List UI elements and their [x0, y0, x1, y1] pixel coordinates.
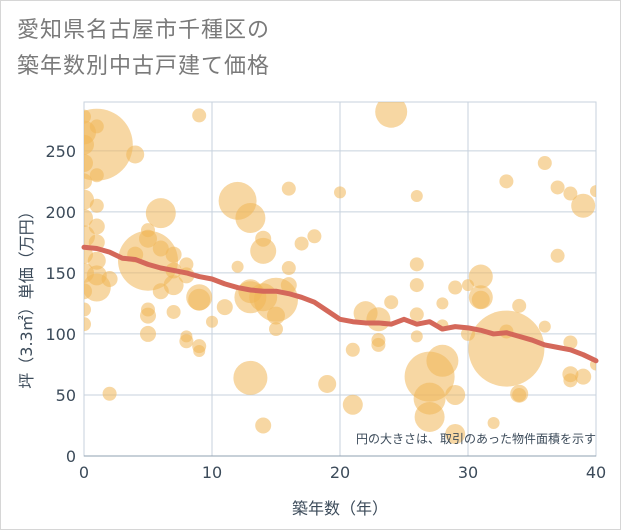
chart-title: 愛知県名古屋市千種区の 築年数別中古戸建て価格 [17, 13, 270, 85]
data-bubble [307, 229, 322, 244]
axes: 0 10 20 30 40 0 50 100 150 200 250 [45, 142, 606, 482]
data-bubble [563, 186, 578, 201]
x-tick-label: 40 [586, 463, 606, 482]
y-tick-label: 0 [66, 447, 76, 466]
y-tick-label: 200 [45, 203, 76, 222]
data-bubble [269, 322, 283, 337]
x-axis-label: 築年数（年） [292, 499, 388, 518]
data-bubble [345, 342, 360, 357]
data-bubble [375, 102, 408, 128]
data-bubble [563, 373, 578, 388]
data-bubble [126, 145, 145, 164]
chart-title-line-1: 愛知県名古屋市千種区の [17, 18, 271, 43]
data-bubble [409, 278, 424, 293]
data-bubble [512, 298, 527, 313]
data-bubble [550, 248, 565, 263]
data-bubble [255, 417, 272, 434]
data-bubble [102, 386, 117, 401]
data-bubble [179, 257, 194, 272]
data-bubble [468, 264, 493, 289]
trend-line [81, 244, 599, 364]
data-bubble [145, 198, 176, 229]
data-bubble [445, 424, 466, 445]
data-bubble [141, 302, 155, 317]
data-bubble [235, 202, 266, 233]
data-bubble [563, 335, 578, 350]
data-bubble [318, 374, 337, 393]
data-bubble [342, 394, 363, 415]
data-bubble [436, 297, 449, 310]
data-bubble [165, 246, 182, 263]
data-bubble [84, 302, 91, 317]
data-bubble [280, 277, 297, 294]
data-bubble [334, 186, 346, 199]
data-bubble [192, 108, 207, 123]
data-bubble [571, 193, 596, 218]
data-bubble [410, 330, 423, 343]
data-bubble [193, 345, 206, 358]
data-bubble [371, 337, 386, 352]
x-tick-label: 30 [458, 463, 478, 482]
data-bubble [366, 307, 391, 332]
data-bubble [233, 360, 268, 395]
data-bubble [538, 320, 551, 333]
data-bubble [499, 174, 514, 189]
x-tick-label: 10 [202, 463, 222, 482]
data-bubble [163, 275, 184, 296]
size-annotation: 円の大きさは、取引のあった物件面積を示す [356, 431, 596, 446]
data-bubble [590, 185, 596, 198]
y-tick-label: 250 [45, 142, 76, 161]
data-bubble [89, 119, 104, 134]
data-bubble [206, 315, 218, 328]
y-tick-label: 100 [45, 325, 76, 344]
data-bubble [384, 295, 399, 310]
data-bubble [216, 299, 233, 316]
data-bubble [575, 368, 592, 385]
data-bubble [512, 387, 527, 402]
data-bubble [89, 168, 104, 183]
data-bubble [409, 307, 424, 322]
data-bubble [140, 325, 156, 342]
data-bubble [89, 198, 104, 213]
x-tick-label: 20 [330, 463, 350, 482]
data-bubble [267, 306, 285, 325]
data-bubble [88, 218, 105, 235]
data-bubble [141, 223, 155, 238]
data-bubble [445, 384, 466, 405]
data-bubble [188, 288, 211, 311]
data-bubble [410, 189, 423, 202]
data-bubble [84, 317, 91, 332]
data-bubble [471, 290, 490, 309]
data-bubble [487, 417, 500, 430]
y-tick-label: 150 [45, 264, 76, 283]
data-bubble [448, 280, 463, 295]
data-bubble [250, 237, 277, 264]
data-bubble [87, 251, 106, 270]
y-tick-label: 50 [56, 386, 76, 405]
data-bubble [179, 334, 194, 349]
bubbles-layer [84, 102, 596, 445]
data-bubble [152, 240, 169, 257]
data-bubble [550, 180, 565, 195]
y-axis-label: 坪（3.3㎡）単価（万円） [17, 203, 36, 388]
data-bubble [426, 344, 459, 377]
data-bubble [294, 236, 309, 251]
data-bubble [537, 156, 552, 171]
x-tick-label: 0 [79, 463, 89, 482]
data-bubble [281, 181, 296, 196]
data-bubble [409, 257, 424, 272]
data-bubble [414, 401, 445, 432]
chart-title-line-2: 築年数別中古戸建て価格 [17, 54, 271, 79]
data-bubble [468, 310, 545, 387]
data-bubble [281, 261, 296, 276]
data-bubble [231, 260, 244, 273]
data-bubble [166, 304, 181, 319]
data-bubble [101, 271, 118, 287]
